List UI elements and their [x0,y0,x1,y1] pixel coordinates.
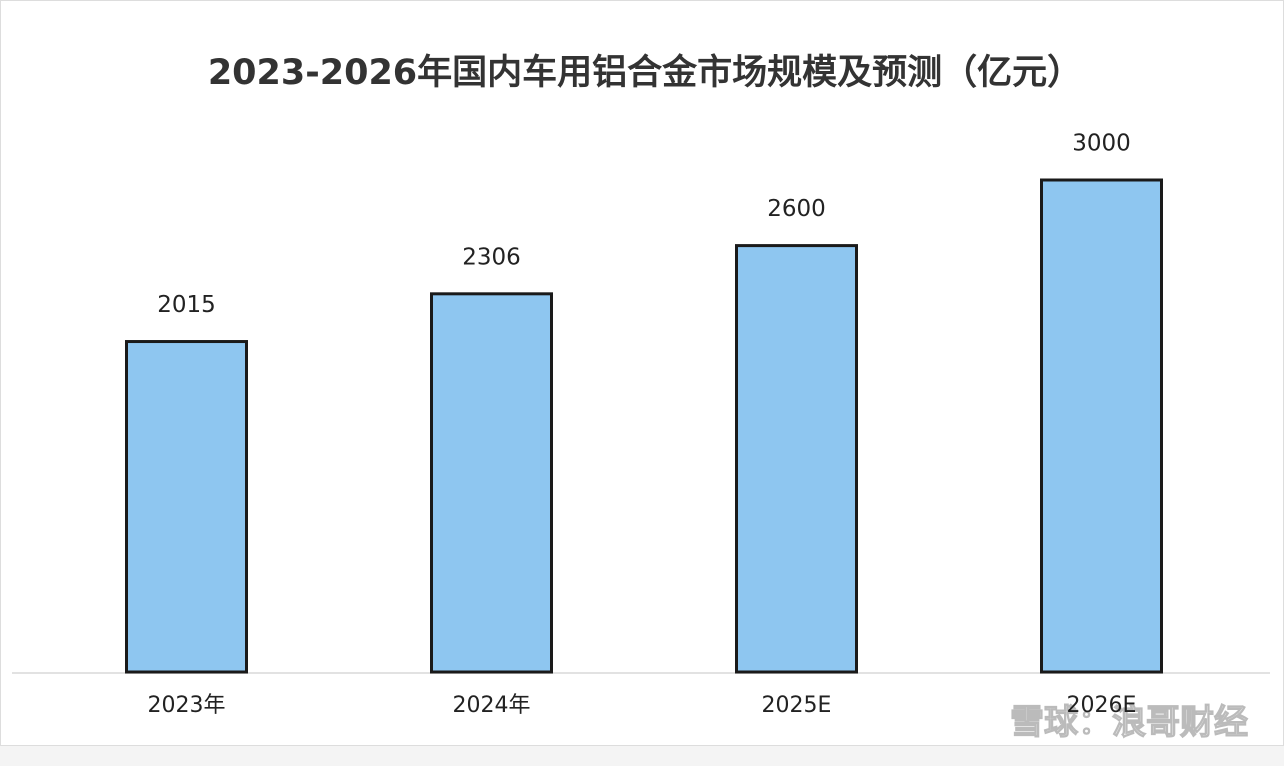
value-label: 2600 [767,196,826,222]
x-tick-label: 2026E [1067,693,1137,718]
bar [1040,178,1163,674]
x-tick-label: 2024年 [453,693,531,718]
value-label: 2306 [462,244,521,270]
bar [125,340,248,674]
value-label: 3000 [1072,131,1131,157]
chart-title: 2023-2026年国内车用铝合金市场规模及预测（亿元） [208,52,1082,93]
watermark: 雪球：浪哥财经 [1010,703,1248,743]
bar [430,292,553,674]
bar [735,244,858,674]
footer-strip [0,746,1284,766]
x-tick-label: 2025E [762,693,832,718]
value-label: 2015 [157,292,216,318]
x-tick-label: 2023年 [148,693,226,718]
